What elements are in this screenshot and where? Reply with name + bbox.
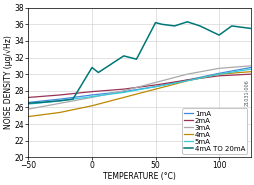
5mA xyxy=(217,73,220,75)
2mA xyxy=(90,90,93,93)
Legend: 1mA, 2mA, 3mA, 4mA, 5mA, 4mA TO 20mA: 1mA, 2mA, 3mA, 4mA, 5mA, 4mA TO 20mA xyxy=(182,108,246,154)
1mA xyxy=(217,72,220,74)
4mA TO 20mA xyxy=(160,23,163,25)
2mA xyxy=(217,75,220,77)
2mA xyxy=(185,79,188,81)
Line: 4mA: 4mA xyxy=(28,72,250,117)
Line: 5mA: 5mA xyxy=(28,69,250,104)
5mA xyxy=(153,85,156,88)
Text: 21031-006: 21031-006 xyxy=(244,79,249,106)
4mA TO 20mA xyxy=(71,98,74,100)
2mA xyxy=(27,96,30,99)
4mA TO 20mA xyxy=(217,34,220,36)
4mA TO 20mA xyxy=(122,55,125,57)
5mA xyxy=(90,95,93,98)
4mA xyxy=(248,70,251,73)
4mA TO 20mA xyxy=(27,102,30,104)
4mA TO 20mA xyxy=(109,63,112,65)
4mA TO 20mA xyxy=(185,21,188,23)
3mA xyxy=(27,108,30,110)
1mA xyxy=(153,85,156,88)
4mA xyxy=(27,115,30,118)
3mA xyxy=(122,90,125,92)
5mA xyxy=(122,91,125,94)
1mA xyxy=(27,101,30,104)
Line: 3mA: 3mA xyxy=(28,66,250,109)
5mA xyxy=(248,68,251,70)
4mA TO 20mA xyxy=(153,21,156,24)
4mA TO 20mA xyxy=(97,71,100,74)
Line: 1mA: 1mA xyxy=(28,68,250,102)
4mA TO 20mA xyxy=(172,25,176,27)
3mA xyxy=(248,65,251,67)
5mA xyxy=(58,100,61,102)
4mA TO 20mA xyxy=(134,58,137,60)
Line: 4mA TO 20mA: 4mA TO 20mA xyxy=(28,22,250,103)
4mA TO 20mA xyxy=(229,25,232,27)
4mA xyxy=(185,80,188,82)
X-axis label: TEMPERATURE (°C): TEMPERATURE (°C) xyxy=(103,172,176,181)
1mA xyxy=(90,94,93,96)
Y-axis label: NOISE DENSITY (μg/√Hz): NOISE DENSITY (μg/√Hz) xyxy=(4,36,13,130)
3mA xyxy=(58,102,61,104)
Line: 2mA: 2mA xyxy=(28,74,250,97)
3mA xyxy=(185,73,188,75)
4mA xyxy=(153,88,156,90)
3mA xyxy=(90,96,93,99)
4mA xyxy=(122,96,125,99)
1mA xyxy=(185,79,188,81)
4mA xyxy=(90,105,93,107)
4mA xyxy=(217,73,220,75)
2mA xyxy=(153,84,156,86)
4mA TO 20mA xyxy=(39,101,42,104)
2mA xyxy=(248,73,251,75)
2mA xyxy=(122,88,125,90)
4mA TO 20mA xyxy=(90,66,93,69)
4mA xyxy=(58,111,61,114)
1mA xyxy=(248,66,251,69)
1mA xyxy=(58,98,61,100)
2mA xyxy=(58,94,61,96)
1mA xyxy=(122,90,125,93)
3mA xyxy=(217,67,220,69)
4mA TO 20mA xyxy=(58,100,61,102)
5mA xyxy=(27,103,30,105)
5mA xyxy=(185,80,188,82)
4mA TO 20mA xyxy=(198,25,201,27)
4mA TO 20mA xyxy=(248,27,251,30)
3mA xyxy=(153,81,156,84)
